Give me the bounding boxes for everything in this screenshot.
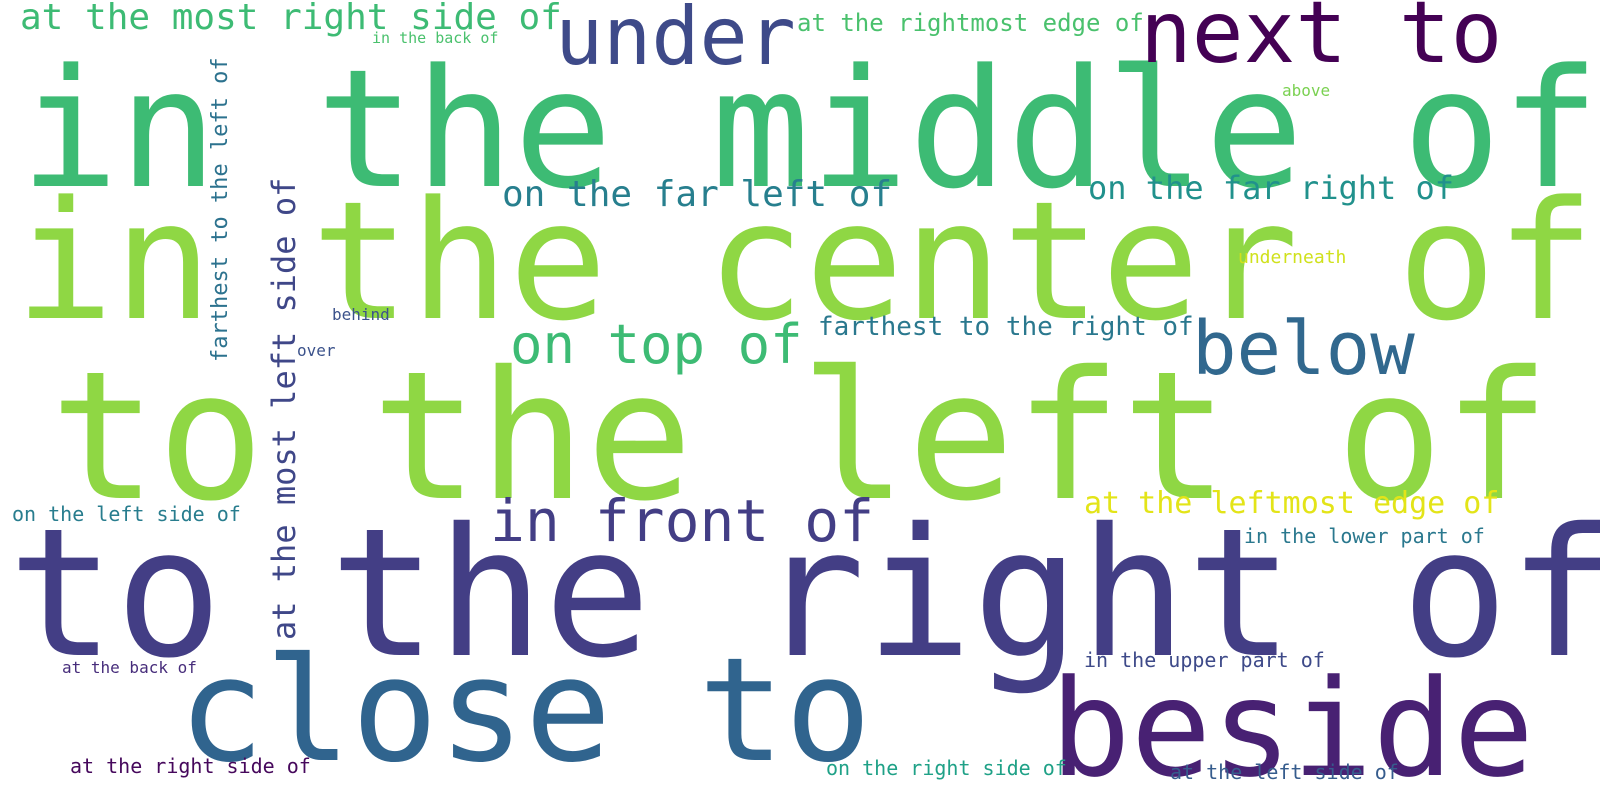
word-in-the-lower-part-of: in the lower part of — [1244, 524, 1485, 548]
word-on-the-far-right-of: on the far right of — [1088, 169, 1455, 207]
word-below: below — [1192, 306, 1415, 392]
word-at-the-rightmost-edge-of: at the rightmost edge of — [797, 9, 1144, 37]
word-farthest-to-the-right-of: farthest to the right of — [818, 312, 1194, 342]
word-close-to: close to — [178, 626, 872, 794]
word-in-front-of: in front of — [490, 487, 875, 555]
word-farthest-to-the-left-of: farthest to the left of — [208, 57, 233, 362]
word-at-the-most-right-side-of: at the most right side of — [20, 0, 562, 38]
word-in-the-center-of: in the center of — [15, 166, 1595, 357]
word-in-the-upper-part-of: in the upper part of — [1084, 648, 1325, 672]
word-at-the-leftmost-edge-of: at the leftmost edge of — [1084, 486, 1500, 521]
word-at-the-back-of: at the back of — [62, 658, 197, 677]
word-over: over — [297, 341, 336, 360]
word-behind: behind — [332, 305, 390, 324]
word-at-the-left-side-of: at the left side of — [1170, 760, 1399, 784]
word-under: under — [555, 0, 796, 83]
word-in-the-back-of: in the back of — [372, 29, 499, 47]
word-underneath: underneath — [1238, 247, 1347, 268]
word-above: above — [1282, 81, 1331, 100]
word-next-to: next to — [1140, 0, 1503, 83]
word-beside: beside — [1050, 651, 1535, 807]
word-in-the-middle-of: in the middle of — [20, 34, 1600, 225]
word-on-top-of: on top of — [510, 313, 803, 376]
word-at-the-right-side-of: at the right side of — [70, 754, 311, 778]
word-at-the-most-left-side-of: at the most left side of — [265, 177, 303, 640]
word-on-the-left-side-of: on the left side of — [12, 502, 241, 526]
word-to-the-right-of: to the right of — [8, 490, 1600, 697]
word-on-the-right-side-of: on the right side of — [826, 756, 1067, 780]
word-to-the-left-of: to the left of — [50, 333, 1551, 540]
word-on-the-far-left-of: on the far left of — [502, 174, 893, 215]
